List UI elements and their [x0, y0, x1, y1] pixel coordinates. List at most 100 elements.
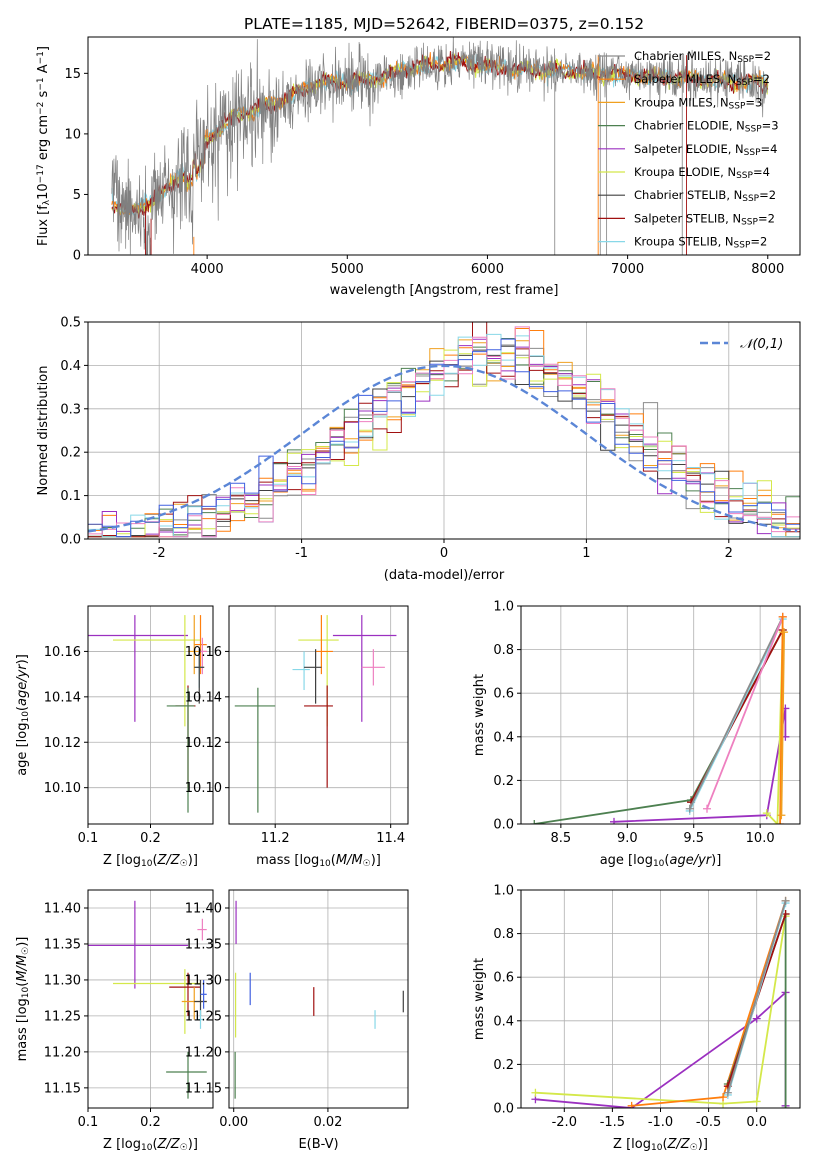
x-tick-label: 9.5: [683, 831, 704, 846]
legend-entry: Kroupa MILES, NSSP=3: [634, 95, 762, 111]
x-axis-label: age [log10(age/yr)]: [600, 853, 722, 869]
axes-decor: 0.1 0.2 10.10 10.12 10.14 10.16: [44, 645, 161, 846]
axes-decor: -2.0 -1.5 -1.0 -0.5 0.0 0.0 0.2 0.4 0.6 0.8 1.0: [493, 884, 767, 1131]
weight-marker: [752, 1097, 761, 1106]
x-axis-label: Z [log10(Z/Z☉)]: [613, 1137, 708, 1153]
y-tick-label: 0: [73, 249, 81, 264]
y-tick-label: 0.0: [60, 533, 81, 548]
y-tick-label: 11.25: [44, 1009, 81, 1024]
y-tick-label: 11.40: [185, 901, 222, 916]
x-tick-label: -1.5: [600, 1115, 625, 1130]
x-tick-label: -1.0: [648, 1115, 673, 1130]
y-tick-label: 5: [73, 188, 81, 203]
y-tick-label: 0.0: [493, 1102, 514, 1117]
weight-line: [780, 632, 785, 816]
y-axis-label: mass weight: [472, 674, 487, 756]
y-axis-label: Flux [fλ10−17 erg cm−2 s−1 A−1]: [36, 46, 52, 246]
x-tick-label: 2: [725, 546, 733, 561]
axes-decor: 0.00 0.02 11.15 11.20 11.25 11.30 11.35 11.40: [185, 901, 343, 1130]
normal-curve: [88, 364, 798, 533]
x-tick-label: 0.2: [140, 831, 161, 846]
y-tick-label: 11.15: [44, 1081, 81, 1096]
weight-marker: [530, 820, 539, 824]
x-tick-label: 4000: [191, 262, 224, 277]
weight_vs_Z-panel: -2.0 -1.5 -1.0 -0.5 0.0 0.0 0.2 0.4 0.6 0.8 1.0 Z […: [472, 884, 801, 1153]
weight-line: [688, 616, 784, 810]
legend: 𝒩(0,1): [700, 337, 783, 352]
x-tick-label: 0.0: [746, 1115, 767, 1130]
axes-decor: 11.2 11.4 10.10 10.12 10.14 10.16: [185, 645, 405, 846]
x-axis-label: Z [log10(Z/Z☉)]: [103, 853, 198, 869]
data-spectrum: [111, 37, 769, 255]
y-tick-label: 11.35: [44, 937, 81, 952]
y-tick-label: 0.1: [60, 489, 81, 504]
weight-marker: [780, 628, 789, 637]
x-tick-label: 10.0: [746, 831, 775, 846]
mass_vs_Z-panel: 0.1 0.2 11.15 11.20 11.25 11.30 11.35 11.40 Z [l…: [15, 889, 214, 1153]
x-tick-label: 7000: [611, 262, 644, 277]
y-tick-label: 0.2: [60, 446, 81, 461]
y-tick-label: 0.5: [60, 316, 81, 331]
plot-area: [88, 615, 207, 813]
axes-frame: [87, 889, 214, 1109]
x-tick-label: 0.02: [313, 1115, 342, 1130]
y-tick-label: 11.20: [44, 1045, 81, 1060]
plot-area: [234, 615, 397, 813]
weight-line: [688, 618, 784, 812]
x-tick-label: 0.1: [78, 1115, 99, 1130]
y-tick-label: 0.0: [493, 818, 514, 833]
y-tick-label: 0.6: [493, 971, 514, 986]
y-tick-label: 0.6: [493, 687, 514, 702]
y-tick-label: 11.15: [185, 1081, 222, 1096]
x-tick-label: 0.1: [78, 831, 99, 846]
y-tick-label: 1.0: [493, 884, 514, 899]
weight-marker: [531, 1088, 540, 1097]
x-tick-label: 1: [582, 546, 590, 561]
y-tick-label: 10.16: [185, 645, 222, 660]
x-tick-label: 11.4: [376, 831, 405, 846]
axes-frame: [520, 889, 801, 1109]
y-tick-label: 0.2: [493, 1058, 514, 1073]
weight-marker: [778, 612, 787, 621]
x-tick-label: 11.2: [261, 831, 290, 846]
y-axis-label: mass weight: [472, 958, 487, 1040]
axes-frame: [228, 605, 409, 825]
y-tick-label: 0.8: [493, 927, 514, 942]
x-tick-label: 8000: [751, 262, 784, 277]
weight-marker: [719, 1093, 728, 1102]
weight_vs_age-panel: 8.5 9.0 9.5 10.0 0.0 0.2 0.4 0.6 0.8 1.0 age [log1…: [472, 600, 801, 869]
weight-marker: [762, 809, 771, 818]
axes-frame: [520, 605, 801, 825]
y-axis-label: age [log10(age/yr)]: [15, 654, 31, 776]
mass_vs_ebv-panel: 0.00 0.02 11.15 11.20 11.25 11.30 11.35 11.40 E(…: [185, 889, 409, 1152]
weight-line: [613, 708, 787, 823]
axes-decor: 4000 5000 6000 7000 8000 0 5 10 15: [64, 67, 784, 277]
legend-entry: Chabrier ELODIE, NSSP=3: [634, 119, 779, 135]
weight-marker: [781, 896, 790, 905]
residuals-panel: -2 -1 0 1 2 0.0 0.1 0.2 0.3 0.4 0.5 𝒩(0,1) (data-mod…: [36, 316, 801, 583]
axes-frame: [228, 889, 409, 1109]
x-tick-label: 5000: [331, 262, 364, 277]
histogram-step: [88, 326, 800, 538]
y-tick-label: 10.10: [44, 781, 81, 796]
y-tick-label: 10.16: [44, 645, 81, 660]
chart-title: PLATE=1185, MJD=52642, FIBERID=0375, z=0…: [244, 15, 644, 33]
y-tick-label: 10.12: [44, 736, 81, 751]
plot-area: [88, 322, 800, 538]
x-axis-label: Z [log10(Z/Z☉)]: [103, 1137, 198, 1153]
x-tick-label: 8.5: [551, 831, 572, 846]
x-tick-label: 9.0: [617, 831, 638, 846]
x-tick-label: 0.2: [140, 1115, 161, 1130]
plot-area: [234, 900, 404, 1099]
axes-frame: [87, 605, 214, 825]
y-tick-label: 11.25: [185, 1009, 222, 1024]
y-tick-label: 11.40: [44, 901, 81, 916]
weight-marker: [752, 1014, 761, 1023]
weight-line: [706, 616, 784, 810]
x-tick-label: 0.00: [219, 1115, 248, 1130]
y-tick-label: 15: [64, 67, 81, 82]
axes-decor: 8.5 9.0 9.5 10.0 0.0 0.2 0.4 0.6 0.8 1.0: [493, 600, 774, 847]
age_vs_mass-panel: 11.2 11.4 10.10 10.12 10.14 10.16 mass [log10(…: [185, 605, 409, 869]
x-tick-label: 6000: [471, 262, 504, 277]
